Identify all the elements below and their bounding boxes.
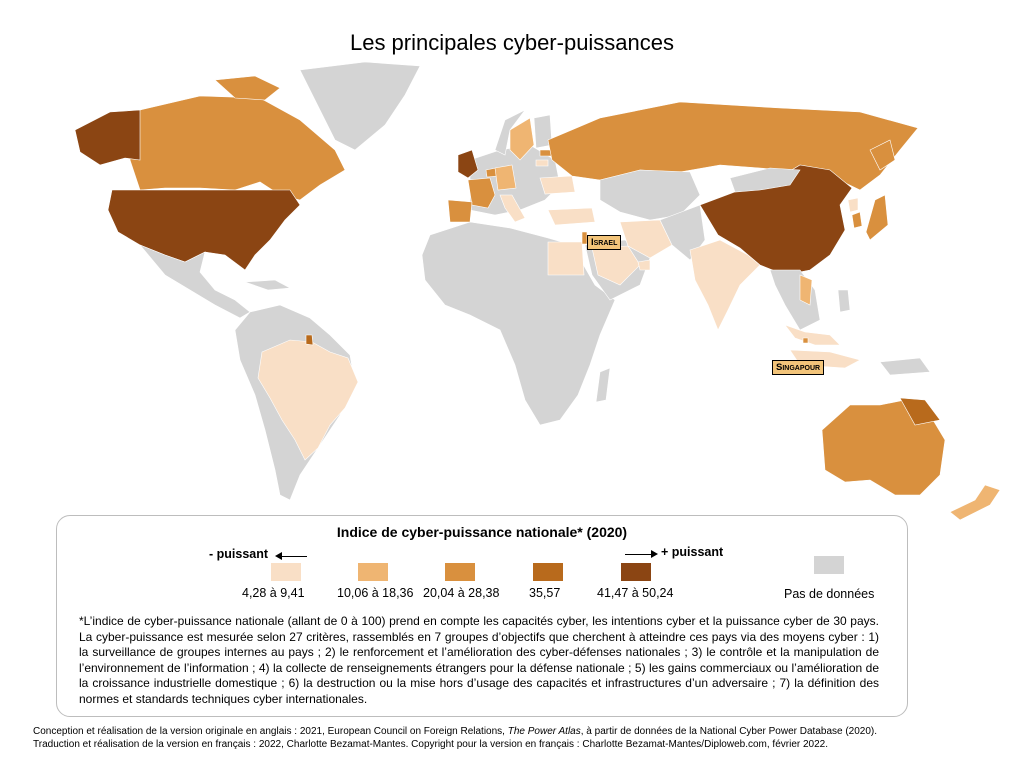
country-new-zealand (949, 484, 1001, 520)
country-japan (865, 194, 889, 241)
country-singapore (802, 337, 809, 344)
country-uk (457, 149, 479, 179)
country-russia-east (869, 139, 896, 171)
country-egypt (547, 241, 585, 276)
world-map (74, 61, 1001, 520)
map-title: Les principales cyber-puissances (349, 30, 675, 55)
country-mexico (139, 244, 251, 319)
legend-label-nodata: Pas de données (784, 587, 875, 601)
legend-label-class2: 10,06 à 18,36 (337, 586, 414, 600)
credits-line-1: Conception et réalisation de la version … (33, 725, 1013, 738)
callout-israel: Israel (587, 235, 622, 250)
country-germany (494, 164, 517, 191)
more-powerful-label: + puissant (661, 545, 724, 559)
credits-line-1-suffix: , à partir de données de la National Cyb… (580, 726, 878, 737)
more-arrow-head (651, 550, 658, 558)
region-southeast-asia (769, 269, 821, 331)
country-north-korea (847, 197, 859, 213)
country-mongolia (729, 167, 801, 193)
callout-singapore: Singapour (772, 360, 825, 375)
country-madagascar (595, 367, 611, 403)
country-south-korea (851, 211, 863, 229)
country-india (689, 239, 761, 331)
legend-swatch-class3 (445, 563, 475, 581)
country-france (467, 177, 496, 209)
country-lithuania (535, 159, 549, 167)
credits-line-1-prefix: Conception et réalisation de la version … (33, 726, 508, 737)
country-canada-islands (214, 75, 281, 101)
country-caribbean (244, 279, 292, 291)
country-brazil (257, 339, 359, 461)
country-turkey (547, 207, 596, 226)
country-philippines (837, 289, 851, 313)
legend-swatch-class4 (533, 563, 563, 581)
country-sweden (509, 117, 535, 161)
legend-swatch-class2 (358, 563, 388, 581)
legend-swatch-nodata (814, 556, 844, 574)
country-spain (447, 199, 473, 223)
credits-line-1-italic: The Power Atlas (507, 726, 581, 737)
legend-footnote: *L’indice de cyber-puissance nationale (… (79, 614, 879, 706)
credits-line-2: Traduction et réalisation de la version … (33, 739, 829, 750)
less-arrow-head (275, 552, 282, 560)
legend-label-class3: 20,04 à 28,38 (423, 586, 500, 600)
country-greenland (299, 61, 421, 151)
country-canada (129, 95, 346, 201)
region-africa (421, 221, 616, 426)
country-ukraine (539, 175, 576, 195)
legend-label-class4: 35,57 (529, 586, 561, 600)
country-usa (107, 189, 301, 271)
country-alaska (74, 109, 141, 166)
country-iran (619, 219, 673, 259)
less-arrow-line (279, 556, 307, 557)
legend-panel: Indice de cyber-puissance nationale* (20… (56, 515, 908, 717)
less-powerful-label: - puissant (209, 547, 269, 561)
legend-title: Indice de cyber-puissance nationale* (20… (336, 524, 628, 540)
credits: Conception et réalisation de la version … (33, 725, 1013, 751)
legend-swatch-class1 (271, 563, 301, 581)
legend-label-class5: 41,47 à 50,24 (597, 586, 674, 600)
country-russia (547, 101, 919, 191)
country-australia-northeast (899, 397, 941, 426)
country-png (879, 357, 931, 376)
country-uae (637, 259, 651, 271)
country-italy (499, 194, 526, 223)
country-vietnam (799, 274, 813, 306)
country-french-guiana (305, 334, 314, 346)
legend-label-class1: 4,28 à 9,41 (242, 586, 305, 600)
country-saudi-arabia (591, 245, 641, 286)
more-arrow-line (625, 554, 653, 555)
country-norway (494, 109, 526, 156)
legend-swatch-class5 (621, 563, 651, 581)
country-malaysia (784, 324, 841, 346)
